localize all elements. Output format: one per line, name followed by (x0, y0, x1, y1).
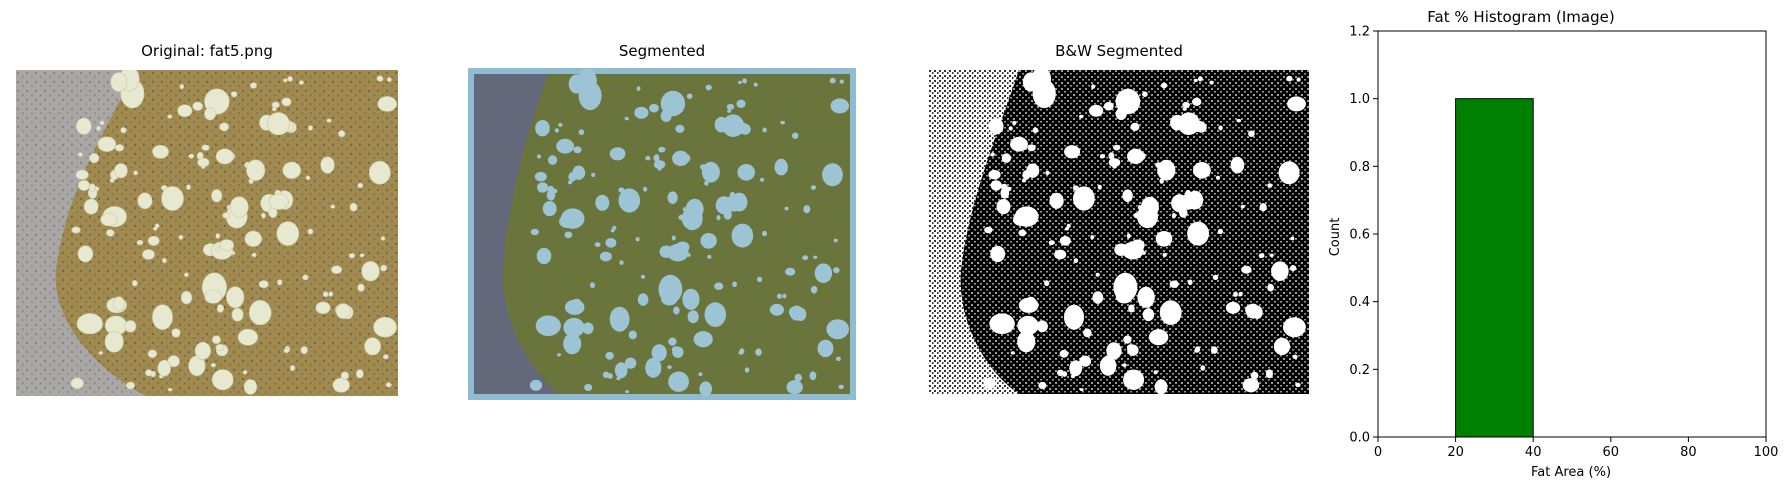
y-tick-label: 0.0 (1349, 431, 1370, 446)
histogram-bar (1455, 98, 1534, 438)
y-tick-label: 0.8 (1349, 160, 1370, 175)
x-tick-label: 0 (1374, 445, 1382, 460)
y-axis-label: Count (1328, 218, 1343, 257)
x-tick-label: 100 (1754, 445, 1779, 460)
y-tick-label: 1.2 (1349, 25, 1370, 40)
x-tick-label: 40 (1525, 445, 1542, 460)
bw-image (929, 66, 1309, 395)
plot-frame (1377, 30, 1767, 438)
segmented-title: Segmented (618, 42, 706, 60)
x-axis-label: Fat Area (%) (1531, 465, 1611, 480)
segmented-image (468, 68, 856, 400)
x-tick-label: 60 (1603, 445, 1620, 460)
x-tick-label: 80 (1680, 445, 1697, 460)
original-title: Original: fat5.png (141, 42, 273, 60)
y-tick-label: 0.2 (1349, 363, 1370, 378)
bw-title: B&W Segmented (1055, 42, 1183, 60)
plot-area: 0 20 40 60 80 100 0.0 0.2 0.4 0.6 0.8 1.0 1.2 (1349, 25, 1778, 461)
x-tick-label: 20 (1447, 445, 1464, 460)
y-tick-label: 0.6 (1349, 228, 1370, 243)
chart-title: Fat % Histogram (Image) (1427, 8, 1614, 26)
original-image (16, 66, 398, 396)
y-tick-label: 1.0 (1349, 92, 1370, 107)
y-tick-label: 0.4 (1349, 295, 1370, 310)
